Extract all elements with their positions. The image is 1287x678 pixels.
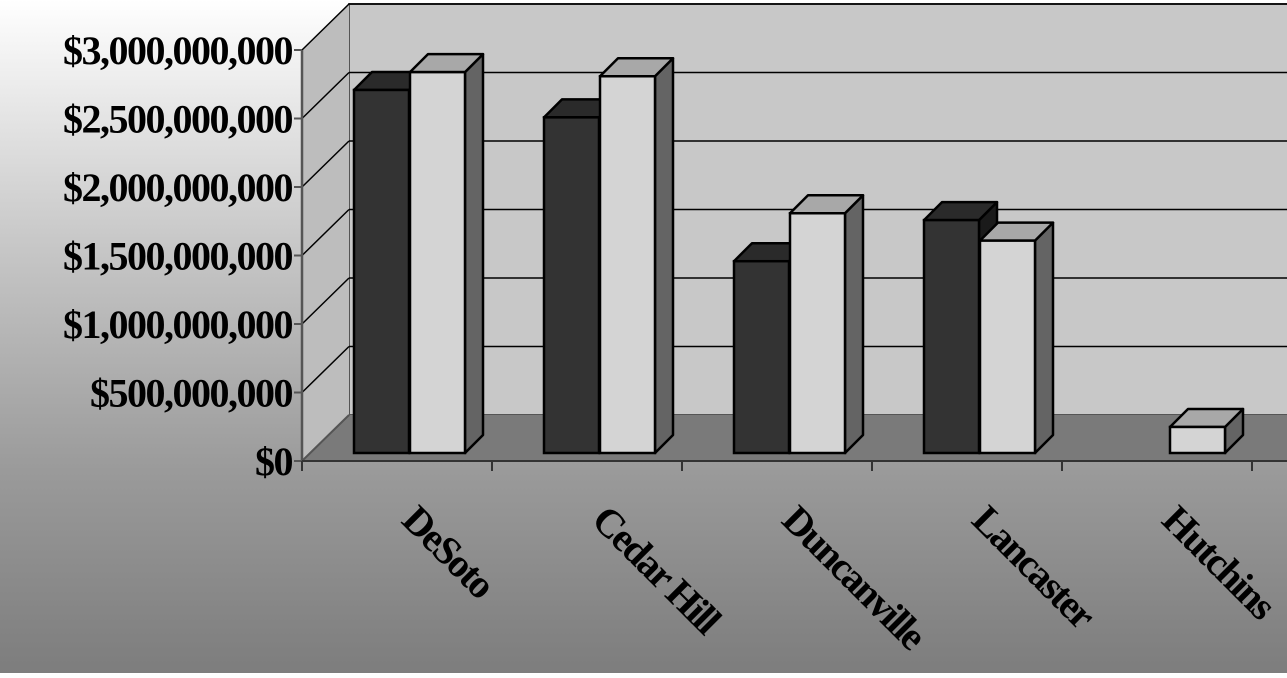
bar-series-2 xyxy=(978,239,1037,455)
gridline-side xyxy=(301,345,350,394)
y-tick-label: $0 xyxy=(255,439,293,484)
x-tick-label: Lancaster xyxy=(964,497,1105,638)
x-tick-label: Hutchins xyxy=(1154,497,1286,629)
bar-series-2-side xyxy=(653,57,675,455)
gridline-side xyxy=(301,71,350,120)
gridline-side xyxy=(301,277,350,325)
bar-series-2 xyxy=(408,70,467,455)
gridline-side xyxy=(301,3,350,51)
x-tick-label: DeSoto xyxy=(394,497,504,607)
x-tick-label: Cedar Hill xyxy=(584,497,731,644)
gridline-side xyxy=(301,208,350,257)
axis-corner-line xyxy=(301,414,350,462)
bar-series-2 xyxy=(788,212,847,455)
y-tick-label: $500,000,000 xyxy=(90,371,293,416)
bar-series-2-side xyxy=(843,194,865,455)
bar-series-2 xyxy=(1168,425,1227,455)
y-tick-label: $1,000,000,000 xyxy=(63,302,293,347)
bar-series-1 xyxy=(732,259,791,455)
y-tick-label: $1,500,000,000 xyxy=(63,234,293,279)
y-tick-label: $2,500,000,000 xyxy=(63,97,293,142)
x-tick-label: Duncanville xyxy=(774,497,936,659)
bar-series-1 xyxy=(922,218,981,455)
y-tick-label: $2,000,000,000 xyxy=(63,165,293,210)
bar-series-1 xyxy=(352,88,411,455)
bar-series-2 xyxy=(598,75,657,455)
bar-series-2-side xyxy=(463,52,485,455)
bar-series-2-side xyxy=(1033,221,1055,455)
gridline-side xyxy=(301,140,350,188)
bar-series-1 xyxy=(542,116,601,455)
y-tick-label: $3,000,000,000 xyxy=(63,28,293,73)
